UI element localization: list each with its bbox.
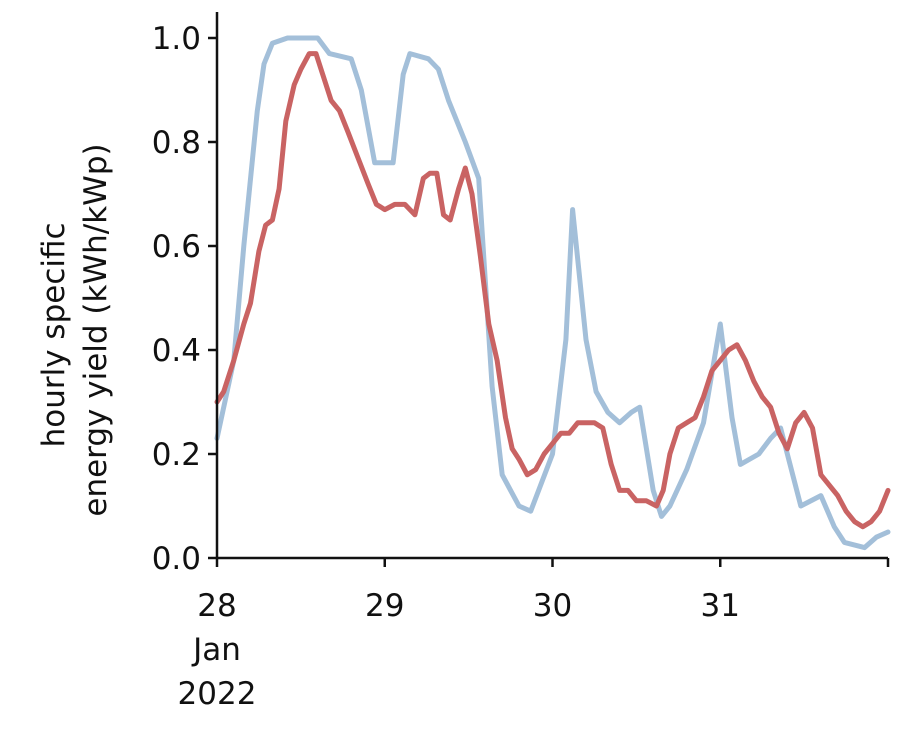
plot-area: [214, 35, 891, 551]
y-tick-label: 0.0: [152, 541, 201, 577]
series-line-2: [214, 51, 891, 530]
x-tick-label: 30: [533, 588, 572, 624]
y-tick-label: 0.8: [152, 125, 201, 161]
y-ticks: 0.0 0.2 0.4 0.6 0.8 1.0: [152, 21, 217, 577]
series-line-1: [214, 35, 891, 551]
y-tick-label: 0.2: [152, 437, 201, 473]
x-tick-label: 29: [365, 588, 404, 624]
x-tick-label-line: Jan: [191, 632, 241, 668]
x-axis: 28 Jan 2022 29 30 31: [178, 556, 890, 712]
y-tick-label: 1.0: [152, 21, 201, 57]
y-tick-label: 0.6: [152, 229, 201, 265]
x-tick-label: 28 Jan 2022: [178, 588, 257, 712]
x-ticks: 28 Jan 2022 29 30 31: [178, 558, 890, 712]
x-tick-label-line: 2022: [178, 676, 257, 712]
x-tick-label: 31: [701, 588, 740, 624]
x-tick-label-line: 31: [701, 588, 740, 624]
x-tick-label-line: 30: [533, 588, 572, 624]
y-axis-title-line-1: hourly specific: [36, 222, 72, 447]
y-axis-title: hourly specific energy yield (kWh/kWp): [36, 143, 114, 516]
y-axis: 0.0 0.2 0.4 0.6 0.8 1.0 hourly specific energ…: [36, 12, 219, 577]
x-tick-label-line: 28: [197, 588, 236, 624]
x-tick-label-line: 29: [365, 588, 404, 624]
y-tick-label: 0.4: [152, 333, 201, 369]
series-layer: [214, 35, 891, 551]
y-axis-title-line-2: energy yield (kWh/kWp): [78, 143, 114, 516]
